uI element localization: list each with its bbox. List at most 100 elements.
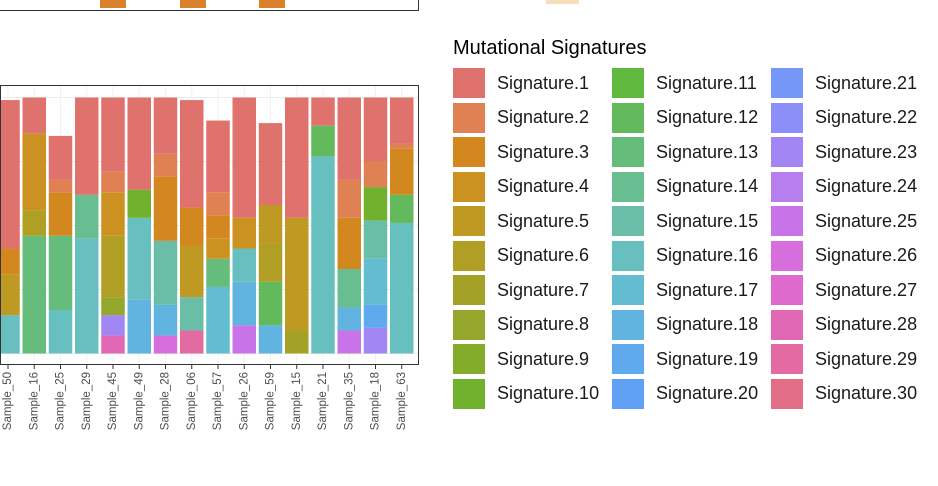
bar-segment-Sample_35-Signature.2 xyxy=(337,179,361,218)
legend-label: Signature.17 xyxy=(656,279,759,300)
bar-segment-Sample_57-Signature.3 xyxy=(206,215,230,239)
legend-item: Signature.9 xyxy=(453,342,612,377)
bar-segment-Sample_06-Signature.15 xyxy=(180,297,204,331)
bar-segment-Sample_18-Signature.23 xyxy=(363,327,388,354)
legend-title: Mutational Signatures xyxy=(453,37,647,59)
legend-label: Signature.13 xyxy=(656,141,759,162)
legend-swatch xyxy=(453,344,485,375)
top-panel-bar-3 xyxy=(259,0,285,8)
legend-label: Signature.5 xyxy=(497,210,590,231)
x-tick-label: Sample_18 xyxy=(370,372,382,430)
bar-segment-Sample_63-Signature.12 xyxy=(390,194,414,223)
bar-segment-Sample_21-Signature.16 xyxy=(311,156,335,354)
legend-label: Signature.30 xyxy=(815,383,918,404)
plot-border xyxy=(0,85,419,365)
x-tick-label: Sample_29 xyxy=(81,372,93,430)
legend-label: Signature.20 xyxy=(656,383,759,404)
bar-segment-Sample_63-Signature.1 xyxy=(390,97,414,144)
legend-swatch xyxy=(453,378,485,409)
bar-segment-Sample_35-Signature.25 xyxy=(337,330,361,354)
bar-segment-Sample_49-Signature.1 xyxy=(127,97,151,190)
bar-segment-Sample_50-Signature.16 xyxy=(0,315,20,354)
bar-segment-Sample_57-Signature.17 xyxy=(206,286,230,354)
bar-segment-Sample_26-Signature.25 xyxy=(232,325,256,354)
legend-swatch xyxy=(453,275,485,306)
bar-segment-Sample_45-Signature.8 xyxy=(101,297,125,316)
legend-label: Signature.27 xyxy=(815,279,918,300)
bar-segment-Sample_59-Signature.18 xyxy=(258,325,283,354)
legend-label: Signature.18 xyxy=(656,314,759,335)
bar-segment-Sample_45-Signature.4 xyxy=(101,192,125,236)
legend-swatch xyxy=(453,206,485,237)
legend-label: Signature.3 xyxy=(497,141,590,162)
bar-segment-Sample_16-Signature.13 xyxy=(22,235,46,354)
bar-segment-Sample_50-Signature.5 xyxy=(0,274,20,316)
bar-segment-Sample_63-Signature.3 xyxy=(390,148,414,195)
bar-segment-Sample_57-Signature.4 xyxy=(206,238,230,259)
legend-label: Signature.10 xyxy=(497,383,600,404)
bar-segment-Sample_59-Signature.6 xyxy=(258,243,283,282)
legend-swatch xyxy=(612,378,644,409)
bar-segment-Sample_18-Signature.19 xyxy=(363,304,388,328)
legend-item: Signature.6 xyxy=(453,239,612,274)
bar-segment-Sample_15-Signature.1 xyxy=(285,97,309,218)
legend-label: Signature.19 xyxy=(656,348,759,369)
bar-segment-Sample_18-Signature.15 xyxy=(363,220,388,259)
legend-item: Signature.20 xyxy=(612,377,771,412)
bar-segment-Sample_26-Signature.4 xyxy=(232,217,256,249)
bar-segment-Sample_15-Signature.5 xyxy=(285,217,309,331)
x-tick-label: Sample_63 xyxy=(396,372,408,430)
bar-segment-Sample_57-Signature.2 xyxy=(206,192,230,216)
legend-swatch xyxy=(771,240,803,271)
bar-segment-Sample_45-Signature.28 xyxy=(101,335,125,354)
bar-segment-Sample_29-Signature.14 xyxy=(75,194,99,239)
bar-segment-Sample_35-Signature.18 xyxy=(337,307,361,331)
legend-item: Signature.25 xyxy=(771,204,930,239)
legend-item: Signature.15 xyxy=(612,204,771,239)
x-tick-label: Sample_57 xyxy=(212,372,224,430)
legend-item: Signature.26 xyxy=(771,239,930,274)
bar-segment-Sample_49-Signature.10 xyxy=(127,189,151,218)
bar-segment-Sample_18-Signature.2 xyxy=(363,161,388,188)
legend-item: Signature.24 xyxy=(771,170,930,205)
legend-swatch xyxy=(771,309,803,340)
legend-swatch xyxy=(612,344,644,375)
legend-item: Signature.1 xyxy=(453,66,612,101)
x-tick-label: Sample_06 xyxy=(186,372,198,430)
bar-segment-Sample_15-Signature.7 xyxy=(285,330,309,354)
legend-item: Signature.12 xyxy=(612,101,771,136)
legend-label: Signature.11 xyxy=(656,72,757,93)
bar-segment-Sample_21-Signature.12 xyxy=(311,125,335,157)
bar-segment-Sample_16-Signature.4 xyxy=(22,133,46,211)
legend-label: Signature.7 xyxy=(497,279,590,300)
bar-segment-Sample_25-Signature.1 xyxy=(48,135,73,180)
legend-label: Signature.21 xyxy=(815,72,918,93)
bar-segment-Sample_45-Signature.6 xyxy=(101,235,125,298)
legend-label: Signature.22 xyxy=(815,107,918,128)
bar-segment-Sample_18-Signature.1 xyxy=(363,97,388,162)
legend-item: Signature.27 xyxy=(771,273,930,308)
legend-swatch xyxy=(612,68,644,99)
legend-label: Signature.4 xyxy=(497,176,590,197)
x-tick-label: Sample_21 xyxy=(317,372,329,430)
bar-segment-Sample_50-Signature.3 xyxy=(0,248,20,275)
bar-segment-Sample_26-Signature.18 xyxy=(232,281,256,326)
legend-swatch xyxy=(453,102,485,133)
legend-swatch xyxy=(453,137,485,168)
legend-item: Signature.18 xyxy=(612,308,771,343)
bar-segment-Sample_28-Signature.2 xyxy=(153,153,178,177)
bar-segment-Sample_29-Signature.16 xyxy=(75,238,99,354)
bar-segment-Sample_26-Signature.16 xyxy=(232,248,256,282)
bar-segment-Sample_06-Signature.3 xyxy=(180,207,204,246)
x-tick-label: Sample_28 xyxy=(160,372,172,430)
legend-item: Signature.17 xyxy=(612,273,771,308)
bar-segment-Sample_16-Signature.1 xyxy=(22,97,46,134)
legend-label: Signature.23 xyxy=(815,141,918,162)
legend-swatch xyxy=(612,137,644,168)
bar-segment-Sample_49-Signature.16 xyxy=(127,217,151,300)
legend-swatch xyxy=(612,206,644,237)
legend-item: Signature.28 xyxy=(771,308,930,343)
bar-segment-Sample_25-Signature.2 xyxy=(48,179,73,193)
bar-segment-Sample_16-Signature.6 xyxy=(22,210,46,236)
